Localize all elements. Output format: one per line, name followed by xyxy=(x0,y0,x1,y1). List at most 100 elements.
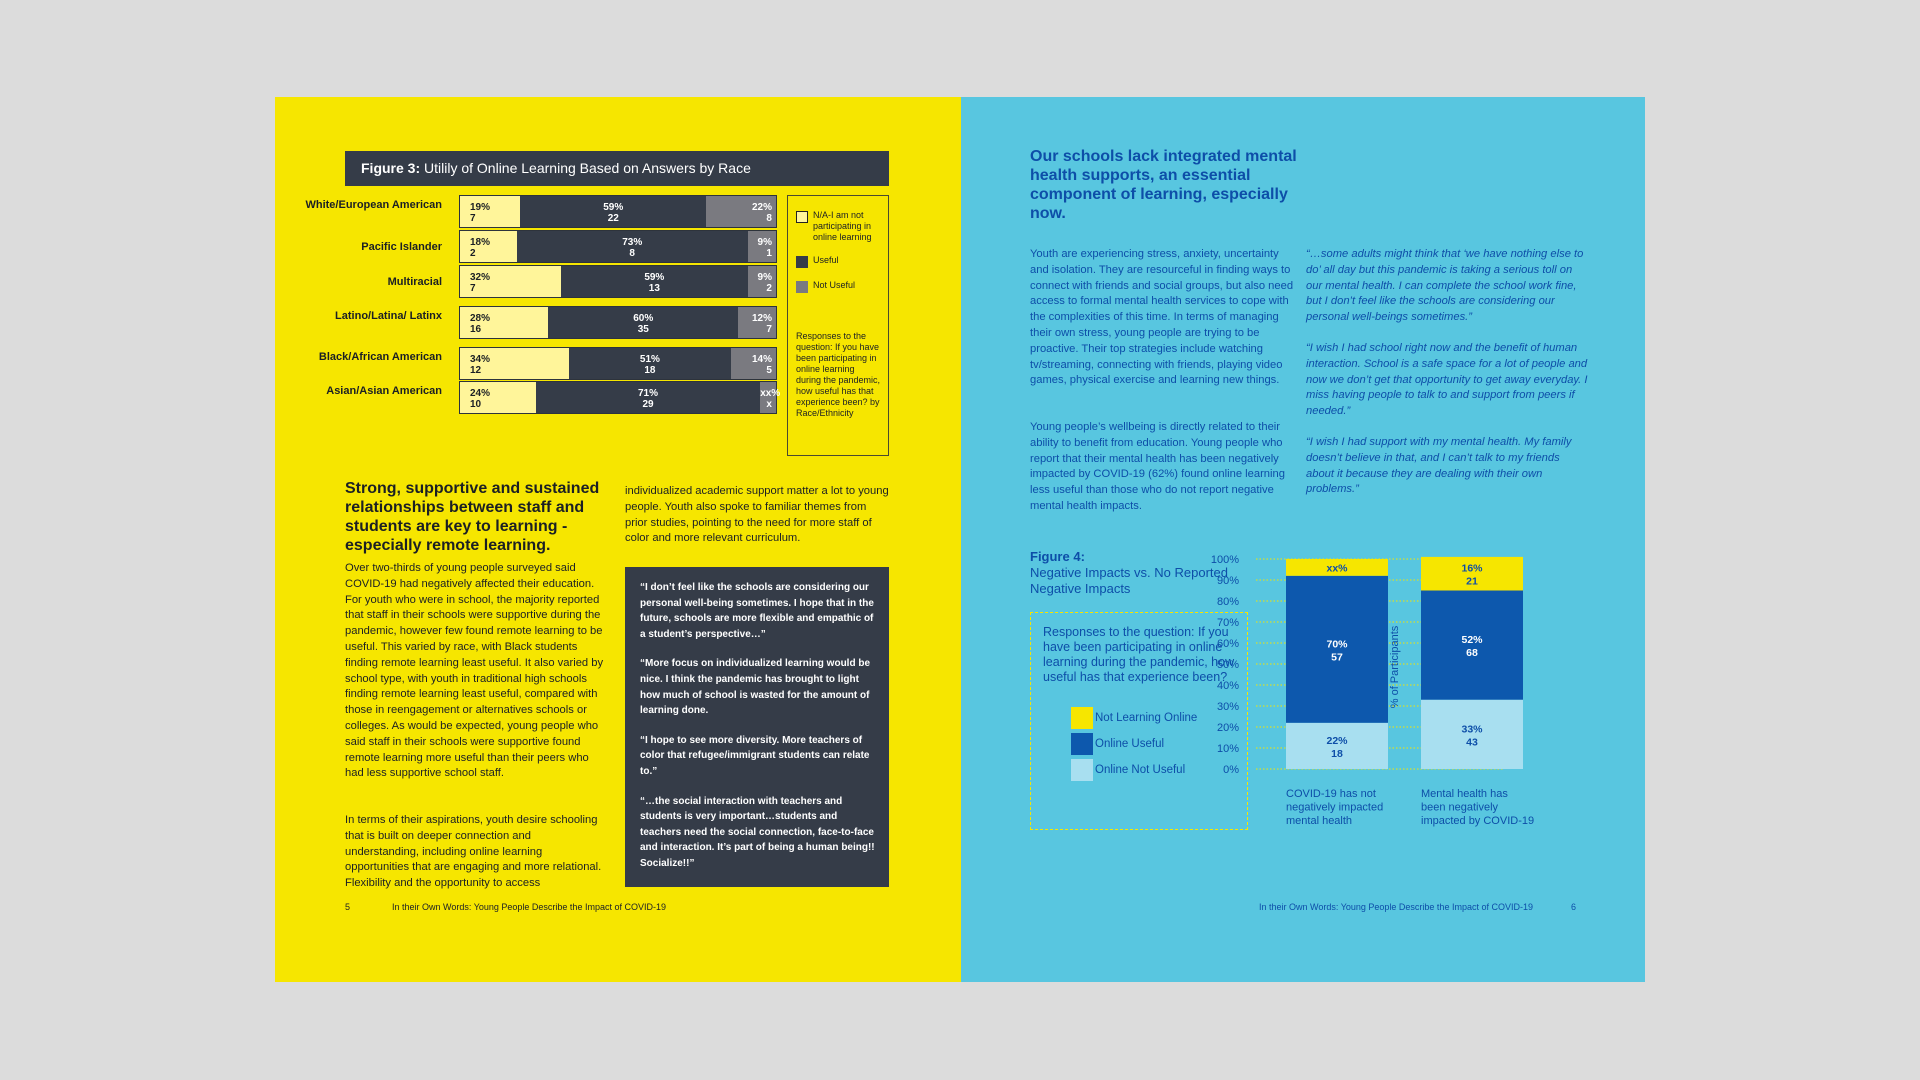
figure3-segment-count: x xyxy=(766,399,772,410)
figure4-y-tick-label: 100% xyxy=(1211,554,1239,566)
figure4-category-label: been negatively xyxy=(1421,802,1499,814)
figure3-segment-percent: 9% xyxy=(757,272,772,283)
figure4-legend-label-not-learning: Not Learning Online xyxy=(1095,711,1198,724)
figure3-segment-count: 10 xyxy=(470,399,482,410)
figure3-legend-note: Responses to the question: If you have b… xyxy=(796,331,881,418)
legend-item-na: N/A-I am not participating in online lea… xyxy=(796,210,882,243)
figure4-category-label: negatively impacted xyxy=(1286,802,1383,814)
right-paragraph-2: Young people’s wellbeing is directly rel… xyxy=(1030,421,1285,512)
figure3-segment-useful: 51% 18 xyxy=(568,348,732,379)
figure4-title: Figure 4: Negative Impacts vs. No Report… xyxy=(1030,549,1245,597)
figure4-legend-label-not-useful: Online Not Useful xyxy=(1095,763,1186,776)
figure4-data-count: 57 xyxy=(1331,651,1343,663)
figure4-category-label: impacted by COVID-19 xyxy=(1421,815,1534,827)
figure3-title-prefix: Figure 3: xyxy=(361,160,421,176)
figure3-row: Pacific Islander 18% 2 73% 8 9% 1 xyxy=(275,230,785,263)
figure3-segment-count: 18 xyxy=(644,365,656,376)
figure3-segment-count: 8 xyxy=(629,248,635,259)
figure3-segment-not-useful: 34% 12 xyxy=(460,348,569,379)
figure4-legend-useful: Online Useful xyxy=(1071,733,1237,755)
figure3-segment-count: 5 xyxy=(766,365,772,376)
figure3-segment-na: 9% 2 xyxy=(747,266,776,297)
figure3-segment-na: 14% 5 xyxy=(731,348,776,379)
figure3-row-label: Black/African American xyxy=(318,351,442,363)
figure3-segment-count: 29 xyxy=(642,399,654,410)
figure4-y-tick-label: 30% xyxy=(1217,701,1239,713)
footer-title-right: In their Own Words: Young People Describ… xyxy=(1259,902,1533,912)
right-section-heading: Our schools lack integrated mental healt… xyxy=(1030,148,1297,222)
figure4-chart: 0% 10% 20% 30% 40% 50% 60% 70% 80% 90% 100% % of Pa… xyxy=(1211,554,1534,827)
figure3-segment-percent: 9% xyxy=(757,237,772,248)
figure4-category-label: Mental health has xyxy=(1421,788,1508,800)
figure3-segment-percent: 71% xyxy=(638,388,659,399)
legend-item-not-useful: Not Useful xyxy=(796,280,882,293)
figure3-segment-count: 8 xyxy=(766,213,772,224)
figure3-segment-count: 13 xyxy=(648,283,660,294)
figure4-bar-segment xyxy=(1421,699,1523,769)
figure3-segment-count: 1 xyxy=(766,248,772,259)
figure3-row-label: Multiracial xyxy=(387,276,442,288)
figure3-segment-count: 2 xyxy=(470,248,476,259)
figure4-bar-segment xyxy=(1421,556,1523,591)
figure3-segment-not-useful: 24% 10 xyxy=(460,382,536,413)
figure3-segment-count: 7 xyxy=(766,324,772,335)
figure3-row: Latino/Latina/ Latinx 28% 16 60% 35 12% 7 xyxy=(275,306,785,339)
figure4-swatch-not-useful xyxy=(1071,759,1093,781)
figure4-category-label: COVID-19 has not xyxy=(1286,788,1376,800)
figure4-question-box: Responses to the question: If you have b… xyxy=(1030,612,1248,830)
figure3-row-label: Asian/Asian American xyxy=(326,385,442,397)
figure3-segment-count: 2 xyxy=(766,283,772,294)
figure3-segment-percent: 19% xyxy=(470,202,491,213)
figure4-data-label: xx% xyxy=(1326,562,1348,574)
figure4-data-count: 18 xyxy=(1331,748,1343,760)
figure3-segment-percent: 60% xyxy=(633,313,654,324)
figure3-segment-na: xx% x xyxy=(760,382,780,413)
figure3-segment-count: 12 xyxy=(470,365,482,376)
figure3-segment-useful: 59% 13 xyxy=(561,266,748,297)
quote-3: “I hope to see more diversity. More teac… xyxy=(640,734,870,777)
figure4-category-label: mental health xyxy=(1286,815,1352,827)
figure3-legend: N/A-I am not participating in online lea… xyxy=(787,195,889,456)
figure3-segment-percent: 51% xyxy=(639,354,660,365)
figure3-bar: 34% 12 51% 18 14% 5 xyxy=(459,347,777,380)
figure4-legend-not-useful: Online Not Useful xyxy=(1071,759,1237,781)
figure3-segment-not-useful: 32% 7 xyxy=(460,266,562,297)
figure4-bar-segment xyxy=(1286,722,1388,769)
figure3-row-label: White/European American xyxy=(305,199,442,211)
right-quote-3: “I wish I had support with my mental hea… xyxy=(1306,435,1572,496)
right-quotes: “…some adults might think that ‘we have … xyxy=(1306,247,1590,513)
quote-box: “I don’t feel like the schools are consi… xyxy=(625,567,889,887)
figure3-segment-useful: 60% 35 xyxy=(548,307,739,338)
figure4-y-tick-label: 20% xyxy=(1217,722,1239,734)
figure3-segment-percent: 34% xyxy=(470,354,491,365)
figure3-segment-not-useful: 28% 16 xyxy=(460,307,549,338)
left-paragraph-3: individualized academic support matter a… xyxy=(625,485,889,545)
figure3-segment-percent: 32% xyxy=(470,272,491,283)
figure4-y-tick-label: 50% xyxy=(1217,659,1239,671)
figure3-segment-count: 7 xyxy=(470,213,476,224)
figure3-title: Utilily of Online Learning Based on Answ… xyxy=(424,160,751,176)
figure4-data-label: 33% xyxy=(1461,723,1483,735)
figure3-segment-percent: 59% xyxy=(644,272,665,283)
quote-2: “More focus on individualized learning w… xyxy=(640,658,871,717)
figure3-segment-useful: 71% 29 xyxy=(535,382,761,413)
figure3-segment-percent: 12% xyxy=(751,313,772,324)
right-paragraph-1: Youth are experiencing stress, anxiety, … xyxy=(1030,248,1294,387)
figure3-segment-useful: 73% 8 xyxy=(516,231,748,262)
figure3-row-label: Pacific Islander xyxy=(361,241,442,253)
figure4-swatch-not-learning xyxy=(1071,707,1093,729)
legend-label-na: N/A-I am not participating in online lea… xyxy=(813,210,872,242)
figure3-bar: 28% 16 60% 35 12% 7 xyxy=(459,306,777,339)
figure3-segment-count: 7 xyxy=(470,283,476,294)
figure3-segment-count: 22 xyxy=(607,213,619,224)
figure3-row: Multiracial 32% 7 59% 13 9% 2 xyxy=(275,265,785,298)
figure3-segment-percent: 59% xyxy=(603,202,624,213)
figure4-swatch-useful xyxy=(1071,733,1093,755)
figure3-segment-not-useful: 18% 2 xyxy=(460,231,517,262)
figure3-segment-count: 35 xyxy=(637,324,649,335)
figure3-bar: 32% 7 59% 13 9% 2 xyxy=(459,265,777,298)
left-page: Figure 3: Utilily of Online Learning Bas… xyxy=(275,97,961,982)
figure3-segment-na: 22% 8 xyxy=(706,196,776,227)
figure4-subtitle: Negative Impacts vs. No Reported Negativ… xyxy=(1030,565,1228,596)
figure3-segment-percent: 18% xyxy=(470,237,491,248)
